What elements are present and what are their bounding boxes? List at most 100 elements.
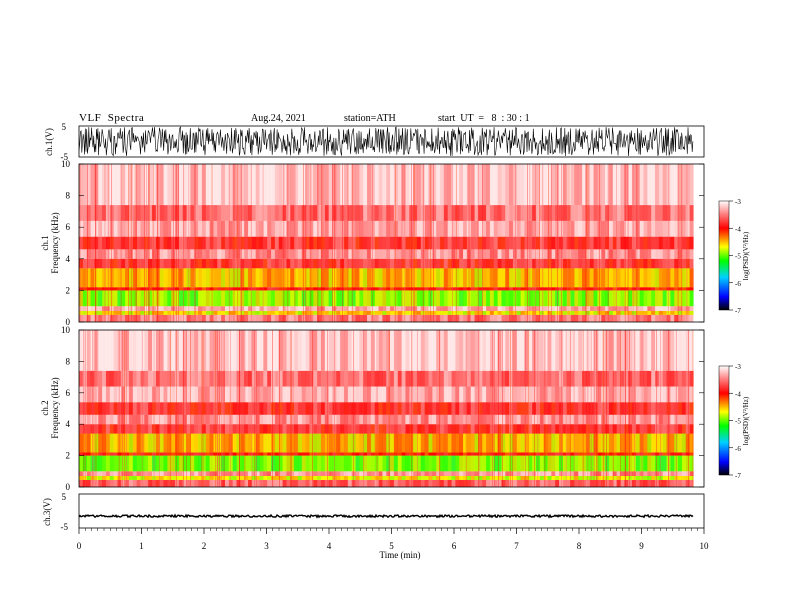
spectrogram-cell xyxy=(370,471,375,477)
spectrogram-cell xyxy=(424,310,429,315)
spectrogram-cell xyxy=(355,314,360,322)
spectrogram-cell xyxy=(578,370,583,387)
spectrogram-cell xyxy=(82,164,87,206)
spectrogram-cell xyxy=(424,330,429,371)
spectrogram-cell xyxy=(439,205,445,221)
spectrogram-cell xyxy=(224,249,230,259)
spectrogram-cell xyxy=(182,236,187,250)
spectrogram-cell xyxy=(305,370,310,387)
spectrogram-cell xyxy=(171,452,176,456)
spectrogram-cell xyxy=(205,476,210,480)
spectrogram-cell xyxy=(397,249,402,259)
spectrogram-cell xyxy=(236,386,241,403)
spectrogram-cell xyxy=(631,249,637,259)
spectrogram-cell xyxy=(340,290,345,307)
spectrogram-cell xyxy=(198,258,203,269)
spectrogram-cell xyxy=(301,424,306,434)
spectrogram-cell xyxy=(117,452,122,456)
spectrogram-cell xyxy=(171,471,176,477)
spectrogram-cell xyxy=(305,386,310,403)
spectrogram-cell xyxy=(98,386,103,403)
spectrogram-cell xyxy=(654,386,660,403)
spectrogram-cell xyxy=(121,471,126,477)
spectrogram-cell xyxy=(247,330,253,371)
spectrogram-cell xyxy=(186,370,191,387)
spectrogram-cell xyxy=(678,236,683,250)
spectrogram-cell xyxy=(282,290,287,307)
spectrogram-cell xyxy=(413,236,418,250)
spectrogram-cell xyxy=(171,414,176,425)
spectrogram-cell xyxy=(313,268,318,288)
spectrogram-cell xyxy=(194,386,199,403)
spectrogram-cell xyxy=(512,220,518,237)
spectrogram-cell xyxy=(455,306,460,311)
spectrogram-cell xyxy=(347,414,352,425)
spectrogram-cell xyxy=(297,476,303,480)
spectrogram-cell xyxy=(144,452,149,456)
spectrogram-cell xyxy=(82,330,87,371)
spectrogram-cell xyxy=(459,306,464,311)
spectrogram-cell xyxy=(209,306,214,311)
spectrogram-cell xyxy=(570,314,575,322)
spectrogram-cell xyxy=(635,205,640,221)
spectrogram-cell xyxy=(620,268,625,288)
spectrogram-cell xyxy=(439,402,445,415)
spectrogram-cell xyxy=(432,476,437,480)
spectrogram-cell xyxy=(378,287,383,291)
spectrogram-cell xyxy=(535,258,541,269)
spectrogram-cell xyxy=(148,414,153,425)
spectrogram-cell xyxy=(198,314,203,322)
spectrogram-cell xyxy=(232,455,237,472)
spectrogram-cell xyxy=(524,330,529,371)
spectrogram-cell xyxy=(555,290,560,307)
spectrogram-cell xyxy=(98,433,103,453)
spectrogram-cell xyxy=(647,220,652,237)
spectrogram-cell xyxy=(509,455,514,472)
spectrogram-cell xyxy=(79,205,84,221)
spectrogram-cell xyxy=(413,330,418,371)
spectrogram-cell xyxy=(86,433,91,453)
spectrogram-cell xyxy=(593,205,598,221)
spectrogram-cell xyxy=(163,414,168,425)
spectrogram-cell xyxy=(140,471,145,477)
spectrogram-cell xyxy=(424,370,429,387)
spectrogram-cell xyxy=(647,471,652,477)
spectrogram-cell xyxy=(343,205,349,221)
spectrogram-cell xyxy=(624,471,629,477)
spectrogram-cell xyxy=(393,479,399,487)
spectrogram-cell xyxy=(374,306,379,311)
spectrogram-cell xyxy=(132,287,137,291)
spectrogram-cell xyxy=(102,414,107,425)
spectrogram-cell xyxy=(224,433,230,453)
spectrogram-cell xyxy=(240,249,245,259)
spectrogram-cell xyxy=(328,476,333,480)
spectrogram-cell xyxy=(589,249,594,259)
spectrogram-cell xyxy=(236,414,241,425)
spectrogram-cell xyxy=(136,386,141,403)
spectrogram-cell xyxy=(79,476,84,480)
spectrogram-cell xyxy=(151,205,157,221)
spectrogram-cell xyxy=(140,386,145,403)
spectrogram-cell xyxy=(451,314,456,322)
spectrogram-cell xyxy=(582,306,587,311)
spectrogram-cell xyxy=(605,452,610,456)
spectrogram-cell xyxy=(593,249,598,259)
spectrogram-cell xyxy=(205,414,210,425)
spectrogram-cell xyxy=(286,314,291,322)
spectrogram-cell xyxy=(674,290,679,307)
spectrogram-cell xyxy=(551,452,556,456)
spectrogram-cell xyxy=(524,386,529,403)
spectrogram-cell xyxy=(620,220,625,237)
spectrogram-cell xyxy=(420,290,425,307)
spectrogram-cell xyxy=(628,330,633,371)
spectrogram-cell xyxy=(674,249,679,259)
spectrogram-cell xyxy=(562,220,567,237)
spectrogram-cell xyxy=(182,314,187,322)
spectrogram-cell xyxy=(658,290,663,307)
spectrogram-cell xyxy=(294,370,299,387)
spectrogram-cell xyxy=(505,433,510,453)
spectrogram-cell xyxy=(263,452,268,456)
spectrogram-cell xyxy=(608,370,614,387)
spectrogram-cell xyxy=(178,386,183,403)
spectrogram-cell xyxy=(159,330,164,371)
